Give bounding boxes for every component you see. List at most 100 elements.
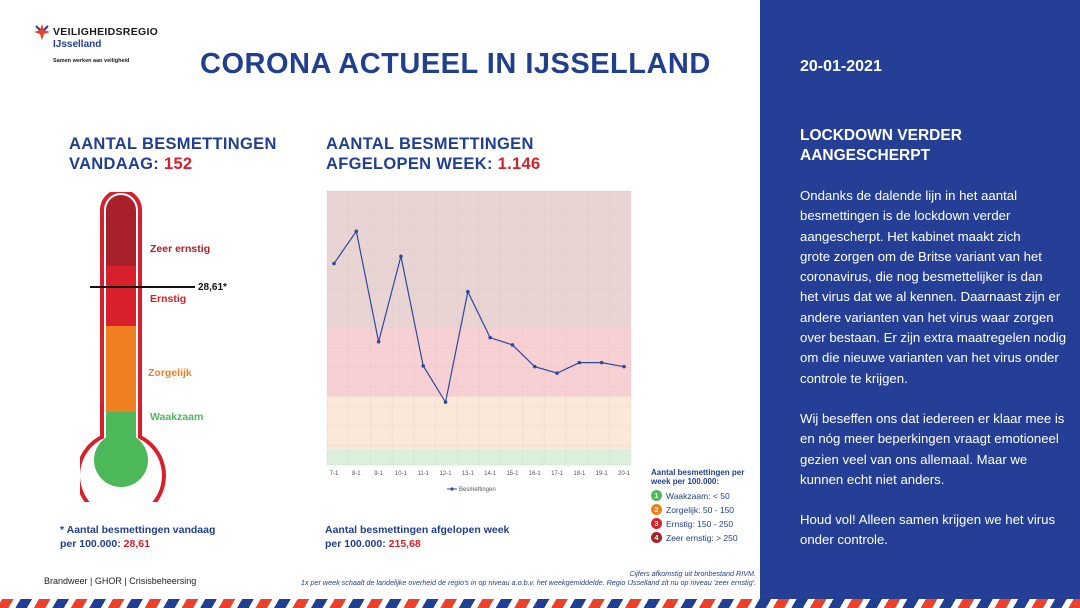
today-label: AANTAL BESMETTINGEN xyxy=(69,135,277,153)
level-legend-item: 2 Zorgelijk: 50 - 150 xyxy=(651,504,761,515)
label-ernstig: Ernstig xyxy=(150,293,187,305)
logo-org: VEILIGHEIDSREGIO xyxy=(53,26,159,38)
sidebar-line: controle te krijgen. xyxy=(800,370,908,386)
week-chart: 7-1 8-1 9-1 10-1 11-1 12-1 13-1 14-1 15-1 16-1 17-… xyxy=(326,190,632,493)
data-point xyxy=(466,289,470,294)
data-point xyxy=(332,261,336,266)
sidebar-line: andere varianten van het virus waar zorg… xyxy=(800,309,1054,325)
sidebar: 20-01-2021 LOCKDOWN VERDER AANGESCHERPT … xyxy=(760,0,1080,608)
level-number-icon: 1 xyxy=(651,490,662,501)
level-number-icon: 2 xyxy=(651,504,662,515)
today-footnote: * Aantal besmettingen vandaag per 100.00… xyxy=(60,523,215,551)
footer-source1: Cijfers afkomstig uit bronbestand RIVM. xyxy=(629,569,756,578)
week-note-value: 215,68 xyxy=(388,538,421,550)
today-note-line2: per 100.000: xyxy=(60,538,121,550)
x-tick-label: 11-1 xyxy=(417,471,429,477)
sidebar-line: gezien veel van ons allemaal. Maar we xyxy=(800,451,1028,467)
logo-star-icon xyxy=(34,24,50,40)
sidebar-line: het virus dat we al kennen. Daarnaast zi… xyxy=(800,289,1061,305)
sidebar-paragraph: Wij beseffen ons dat iedereen er klaar m… xyxy=(800,409,1075,490)
x-tick-label: 8-1 xyxy=(352,471,361,477)
data-point xyxy=(354,229,359,234)
level-zeer-ernstig xyxy=(106,210,136,266)
sidebar-line: coronavirus, die nog besmettelijker is d… xyxy=(800,269,1043,285)
x-tick-label: 10-1 xyxy=(395,471,408,477)
footer-source2: 1x per week schaalt de landelijke overhe… xyxy=(300,578,756,587)
thermometer-value: 28,61* xyxy=(198,282,227,293)
x-tick-label: 14-1 xyxy=(484,471,497,477)
bottom-stripe xyxy=(0,599,1080,608)
sidebar-line: Houd vol! Alleen samen krijgen we het vi… xyxy=(800,512,1056,528)
week-footnote: Aantal besmettingen afgelopen week per 1… xyxy=(325,523,509,551)
x-tick-label: 7-1 xyxy=(330,471,339,477)
sidebar-line: om die nieuwe varianten van het virus on… xyxy=(800,350,1059,366)
x-tick-label: 13-1 xyxy=(462,471,475,477)
week-note-line1: Aantal besmettingen afgelopen week xyxy=(325,524,510,536)
sidebar-title-line1: LOCKDOWN VERDER xyxy=(800,127,962,144)
week-note-line2: per 100.000: xyxy=(325,538,386,550)
header-date: 20-01-2021 xyxy=(800,58,882,75)
data-point xyxy=(599,360,604,365)
logo-region: IJsselland xyxy=(53,39,102,50)
week-label: AANTAL BESMETTINGEN xyxy=(326,135,534,153)
sidebar-line: aangescherpt. Het kabinet maakt zich xyxy=(800,228,1021,244)
sidebar-line: Wij beseffen ons dat iedereen er klaar m… xyxy=(800,410,1065,426)
sidebar-body: Ondanks de dalende lijn in het aantal bes… xyxy=(800,186,1075,551)
level-legend: Aantal besmettingen per week per 100.000… xyxy=(651,468,761,543)
data-point xyxy=(532,364,537,369)
today-value: 152 xyxy=(163,155,193,173)
sidebar-title-line2: AANGESCHERPT xyxy=(800,147,931,164)
level-legend-label: Waakzaam: < 50 xyxy=(666,490,730,501)
label-waakzaam: Waakzaam xyxy=(150,411,204,423)
x-tick-label: 17-1 xyxy=(551,471,564,477)
x-tick-label: 15-1 xyxy=(506,471,519,477)
logo: VEILIGHEIDSREGIO IJsselland Samen werken… xyxy=(34,22,174,72)
page-title: CORONA ACTUEEL IN IJSSELLAND xyxy=(200,48,711,80)
sidebar-line: kunnen echt niet anders. xyxy=(800,471,945,487)
sidebar-line: over bestaan. Er zijn extra maatregelen … xyxy=(800,330,1067,346)
level-legend-label: Zeer ernstig: > 250 xyxy=(666,532,738,543)
level-legend-label: Ernstig: 150 - 250 xyxy=(666,518,734,529)
data-point xyxy=(399,254,403,259)
footer-orgs: Brandweer | GHOR | Crisisbeheersing xyxy=(44,576,197,586)
today-note-value: 28,61 xyxy=(123,538,150,550)
x-tick-label: 18-1 xyxy=(573,471,586,477)
label-zeer-ernstig: Zeer ernstig xyxy=(150,243,211,255)
data-point xyxy=(555,371,559,375)
x-tick-label: 19-1 xyxy=(596,471,609,477)
chart-band xyxy=(327,448,631,465)
sidebar-paragraph: Ondanks de dalende lijn in het aantal bes… xyxy=(800,186,1075,389)
x-tick-label: 9-1 xyxy=(374,471,383,477)
data-point xyxy=(510,343,515,347)
week-label2: AFGELOPEN WEEK: xyxy=(326,155,493,173)
data-point xyxy=(421,364,426,368)
series-line xyxy=(333,229,625,404)
sidebar-line: en nóg meer beperkingen vraagt emotionee… xyxy=(800,431,1059,447)
level-zorgelijk xyxy=(106,326,136,412)
level-legend-item: 3 Ernstig: 150 - 250 xyxy=(651,518,761,529)
sidebar-line: grote zorgen om de Britse variant van he… xyxy=(800,248,1042,264)
thermometer xyxy=(80,192,195,502)
level-legend-item: 1 Waakzaam: < 50 xyxy=(651,490,761,501)
week-value: 1.146 xyxy=(497,155,541,173)
level-number-icon: 4 xyxy=(651,532,662,543)
level-legend-title1: Aantal besmettingen per xyxy=(651,468,745,477)
data-point xyxy=(376,339,381,344)
data-point xyxy=(443,400,448,404)
today-label2: VANDAAG: xyxy=(69,155,160,173)
today-note-line1: * Aantal besmettingen vandaag xyxy=(60,524,216,536)
data-point xyxy=(622,364,626,369)
logo-tagline: Samen werken aan veiligheid xyxy=(53,58,130,64)
x-tick-label: 16-1 xyxy=(529,471,542,477)
data-point xyxy=(577,360,582,365)
level-legend-title2: week per 100.000: xyxy=(651,477,720,486)
x-tick-label: 20-1 xyxy=(618,471,631,477)
chart-legend-label: Besmettingen xyxy=(459,487,496,493)
level-ernstig xyxy=(106,266,136,326)
sidebar-line: Ondanks de dalende lijn in het aantal xyxy=(800,188,1018,203)
week-heading: AANTAL BESMETTINGEN AFGELOPEN WEEK: 1.14… xyxy=(326,134,540,174)
thermometer-bulb xyxy=(94,433,148,487)
sidebar-paragraph: Houd vol! Alleen samen krijgen we het vi… xyxy=(800,510,1075,551)
data-point xyxy=(488,335,492,340)
level-number-icon: 3 xyxy=(651,518,662,529)
